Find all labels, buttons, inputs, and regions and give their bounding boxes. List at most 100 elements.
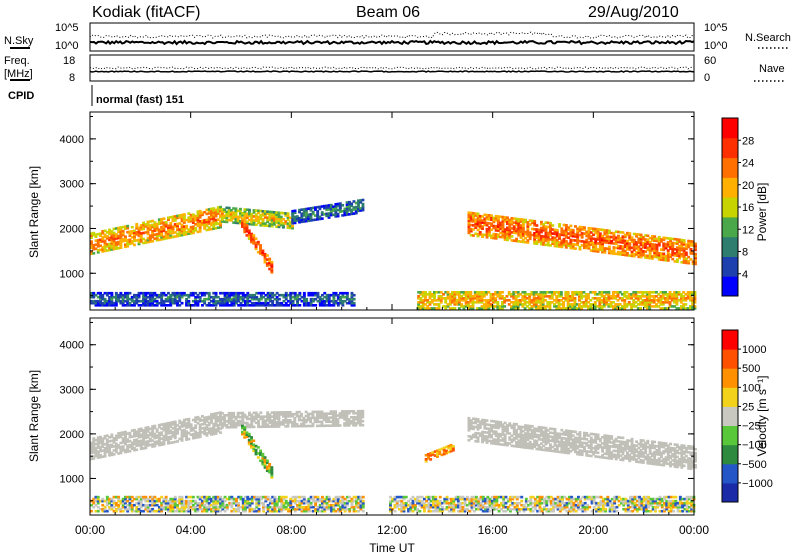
- data-cell: [243, 212, 247, 215]
- data-cell: [510, 295, 513, 298]
- data-cell: [185, 224, 188, 228]
- data-cell: [304, 207, 308, 211]
- data-cell: [616, 295, 620, 298]
- data-cell: [571, 230, 575, 234]
- data-cell: [126, 448, 130, 451]
- data-cell: [506, 423, 509, 427]
- data-cell: [90, 232, 93, 235]
- data-cell: [359, 411, 362, 415]
- data-cell: [133, 438, 136, 442]
- data-cell: [506, 232, 509, 236]
- data-cell: [455, 293, 459, 296]
- data-cell: [580, 443, 584, 447]
- data-cell: [187, 216, 191, 219]
- data-cell: [544, 430, 548, 434]
- data-cell: [476, 214, 480, 218]
- data-cell: [196, 295, 200, 299]
- data-cell: [537, 230, 541, 234]
- data-cell: [325, 420, 328, 423]
- data-cell: [641, 445, 645, 448]
- data-cell: [228, 295, 232, 299]
- data-cell: [485, 423, 489, 426]
- data-cell: [637, 452, 641, 456]
- data-cell: [596, 437, 600, 441]
- freq-tick-top: 18: [63, 55, 75, 67]
- data-cell: [487, 228, 491, 231]
- data-cell: [535, 242, 539, 245]
- data-cell: [262, 301, 265, 305]
- data-cell: [429, 458, 433, 461]
- data-cell: [146, 301, 150, 305]
- data-cell: [162, 440, 166, 444]
- data-cell: [318, 412, 322, 416]
- data-cell: [243, 218, 247, 221]
- data-cell: [234, 213, 238, 216]
- data-cell: [210, 417, 213, 420]
- data-cell: [428, 307, 432, 310]
- data-cell: [162, 235, 166, 239]
- data-cell: [602, 291, 606, 294]
- data-cell: [644, 238, 648, 241]
- data-cell: [336, 414, 340, 417]
- data-cell: [321, 293, 324, 297]
- data-cell: [619, 458, 623, 461]
- data-cell: [203, 291, 207, 295]
- data-cell: [160, 299, 164, 303]
- data-cell: [594, 241, 598, 245]
- data-cell: [306, 418, 310, 422]
- data-cell: [117, 432, 121, 435]
- data-cell: [537, 446, 541, 449]
- data-cell: [327, 301, 331, 305]
- data-cell: [669, 255, 672, 259]
- data-cell: [284, 425, 288, 428]
- data-cell: [162, 434, 166, 438]
- data-cell: [635, 251, 638, 254]
- data-cell: [675, 246, 679, 249]
- data-cell: [139, 429, 143, 433]
- data-cell: [553, 240, 557, 244]
- data-cell: [169, 226, 173, 229]
- data-cell: [341, 214, 345, 217]
- data-cell: [671, 247, 675, 251]
- data-cell: [498, 297, 502, 300]
- data-cell: [250, 216, 254, 220]
- data-cell: [478, 225, 482, 228]
- data-cell: [628, 238, 632, 241]
- data-cell: [282, 423, 285, 426]
- data-cell: [559, 299, 563, 302]
- data-cell: [239, 213, 242, 217]
- data-cell: [350, 420, 353, 423]
- data-cell: [639, 297, 642, 300]
- data-cell: [568, 303, 572, 306]
- data-cell: [359, 413, 362, 417]
- data-cell: [621, 440, 625, 444]
- data-cell: [587, 295, 590, 298]
- data-cell: [567, 232, 571, 235]
- data-cell: [275, 211, 279, 214]
- data-cell: [436, 451, 439, 454]
- data-cell: [286, 214, 290, 217]
- data-cell: [350, 212, 354, 216]
- data-cell: [142, 435, 145, 438]
- data-cell: [428, 303, 432, 306]
- data-cell: [596, 232, 600, 235]
- data-cell: [490, 222, 493, 225]
- data-cell: [176, 430, 179, 433]
- data-cell: [160, 427, 164, 430]
- data-cell: [506, 228, 509, 232]
- data-cell: [126, 299, 130, 303]
- data-cell: [220, 418, 224, 421]
- data-cell: [546, 241, 550, 245]
- data-cell: [130, 242, 134, 245]
- data-cell: [268, 212, 272, 216]
- data-cell: [562, 445, 566, 448]
- data-cell: [244, 293, 247, 297]
- data-cell: [455, 291, 459, 294]
- data-cell: [653, 235, 657, 238]
- data-cell: [560, 448, 564, 452]
- data-cell: [173, 217, 177, 220]
- data-cell: [297, 424, 301, 428]
- data-cell: [92, 299, 96, 303]
- data-cell: [313, 416, 317, 420]
- data-cell: [214, 214, 218, 218]
